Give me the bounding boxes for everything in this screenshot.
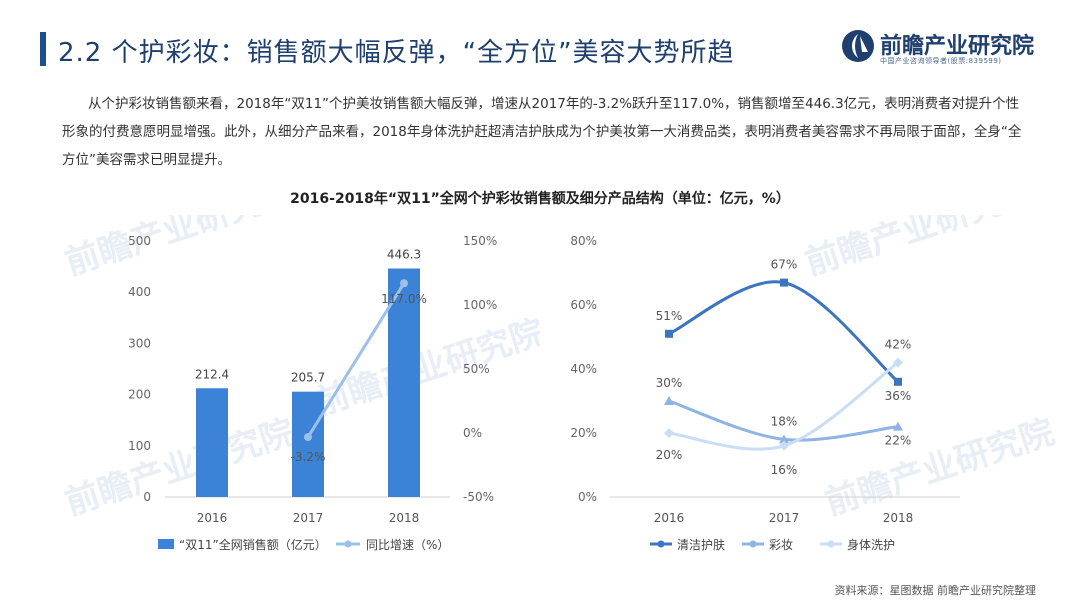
logo-mark-icon	[842, 30, 874, 62]
growth-rate-point	[400, 279, 408, 288]
category-share-line-chart: 前瞻产业研究院前瞻产业研究院0%20%40%60%80%51%67%36%30%…	[570, 215, 1059, 552]
legend-label-makeup: 彩妆	[769, 538, 793, 552]
watermark-text: 前瞻产业研究院	[800, 215, 1039, 284]
bar-value-label: 205.7	[291, 371, 325, 385]
y2-tick-label: 0%	[463, 426, 482, 440]
sales-bar	[292, 391, 324, 497]
y2-tick-label: 150%	[463, 234, 497, 248]
watermark-text: 前瞻产业研究院	[60, 412, 299, 524]
legend-marker-growth	[344, 540, 352, 548]
sales-bar	[388, 268, 420, 497]
y2-tick-label: 50%	[463, 362, 490, 376]
x-tick-label: 2017	[769, 511, 800, 525]
y-tick-label: 60%	[570, 298, 597, 312]
clean-care-line	[668, 280, 899, 383]
legend-swatch-sales	[158, 539, 174, 549]
growth-rate-point	[304, 433, 312, 442]
x-tick-label: 2016	[197, 511, 228, 525]
body-care-value-label: 16%	[771, 463, 798, 477]
legend-marker-makeup	[749, 540, 757, 548]
makeup-value-label: 22%	[885, 434, 912, 448]
body-care-point	[893, 357, 903, 368]
makeup-value-label: 18%	[771, 414, 798, 428]
chart-title: 2016-2018年“双11”全网个护彩妆销售额及细分产品结构（单位：亿元，%）	[290, 191, 790, 207]
x-tick-label: 2016	[654, 511, 685, 525]
body-care-point	[779, 440, 789, 451]
title-accent-bar	[40, 32, 46, 66]
watermark-text: 前瞻产业研究院	[60, 215, 299, 284]
y-tick-label: 100	[128, 439, 151, 453]
growth-rate-label: -3.2%	[291, 450, 326, 464]
legend-label-body-care: 身体洗护	[847, 537, 895, 552]
brand-logo: 前瞻产业研究院 中国产业咨询领导者(股票:839599)	[840, 28, 1040, 70]
logo-name: 前瞻产业研究院	[880, 34, 1035, 59]
bar-value-label: 446.3	[387, 247, 421, 261]
y-tick-label: 0	[143, 490, 151, 504]
growth-rate-label: 117.0%	[381, 292, 427, 306]
clean-care-value-label: 67%	[771, 258, 798, 272]
x-tick-label: 2018	[883, 511, 914, 525]
y-tick-label: 300	[128, 336, 151, 350]
y-tick-label: 40%	[570, 362, 597, 376]
body-care-value-label: 42%	[885, 338, 912, 352]
y-tick-label: 80%	[570, 234, 597, 248]
makeup-point	[664, 396, 674, 405]
y-tick-label: 400	[128, 285, 151, 299]
clean-care-value-label: 36%	[885, 389, 912, 403]
x-tick-label: 2017	[293, 511, 324, 525]
bar-value-label: 212.4	[195, 367, 229, 381]
makeup-point	[893, 421, 903, 431]
legend-label-clean-care: 清洁护肤	[677, 537, 725, 552]
x-tick-label: 2018	[389, 511, 420, 525]
watermark-text: 前瞻产业研究院	[820, 412, 1059, 524]
legend-label-growth: 同比增速（%）	[366, 538, 449, 552]
watermark-text: 前瞻产业研究院	[310, 312, 540, 424]
y-tick-label: 20%	[570, 426, 597, 440]
body-care-point	[664, 428, 674, 438]
clean-care-point	[894, 377, 902, 386]
legend-label-sales: “双11”全网销售额（亿元）	[179, 537, 327, 552]
y-tick-label: 200	[128, 388, 151, 402]
y2-tick-label: -50%	[463, 490, 494, 504]
sales-bar-line-chart: 前瞻产业研究院前瞻产业研究院前瞻产业研究院0100200300400500-50…	[60, 215, 540, 552]
clean-care-point	[780, 278, 788, 287]
makeup-point	[779, 434, 789, 444]
growth-rate-line	[306, 282, 406, 438]
logo-subtitle: 中国产业咨询领导者(股票:839599)	[880, 57, 1002, 65]
body-care-value-label: 20%	[656, 448, 683, 462]
slide-title: 2.2 个护彩妆：销售额大幅反弹，“全方位”美容大势所趋	[58, 38, 735, 68]
intro-paragraph: 从个护彩妆销售额来看，2018年“双11”个护美妆销售额大幅反弹，增速从2017…	[62, 96, 1022, 168]
y-tick-label: 0%	[578, 490, 597, 504]
makeup-value-label: 30%	[656, 376, 683, 390]
y2-tick-label: 100%	[463, 298, 497, 312]
clean-care-point	[665, 329, 673, 338]
clean-care-value-label: 51%	[656, 309, 683, 323]
legend-marker-clean-care	[657, 540, 665, 548]
y-tick-label: 500	[128, 234, 151, 248]
legend-marker-body-care	[827, 540, 835, 548]
data-source-note: 资料来源：星图数据 前瞻产业研究院整理	[834, 584, 1037, 597]
slide-header: 2.2 个护彩妆：销售额大幅反弹，“全方位”美容大势所趋 前瞻产业研究院 中国产…	[40, 30, 1040, 70]
sales-bar	[196, 388, 228, 497]
